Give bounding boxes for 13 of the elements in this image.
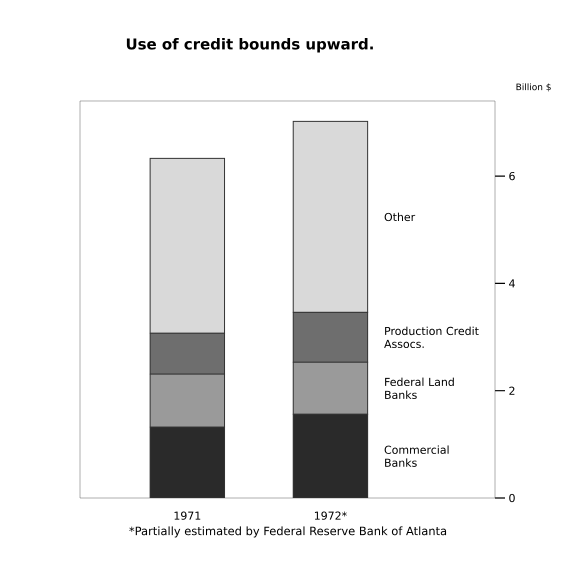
y-tick-label: 0 [509,494,515,502]
series-label: Other [384,212,416,222]
y-tick-label: 2 [509,386,514,395]
text: *Partially estimated by Federal Reserve Bank of Atlanta [129,526,446,538]
series-label: Production Credit Assocs. [384,326,479,348]
x-tick-label: 1971 [174,512,200,520]
chart-title: Use of credit bounds upward. [126,38,373,52]
y-tick-label: 6 [509,172,515,180]
series-label: Commercial Banks [384,445,449,467]
y-tick-label: 4 [509,279,515,288]
x-tick-label: 1972* [314,512,347,520]
y-axis-title: Billion $ [516,83,551,92]
series-label: Federal Land Banks [385,378,454,400]
